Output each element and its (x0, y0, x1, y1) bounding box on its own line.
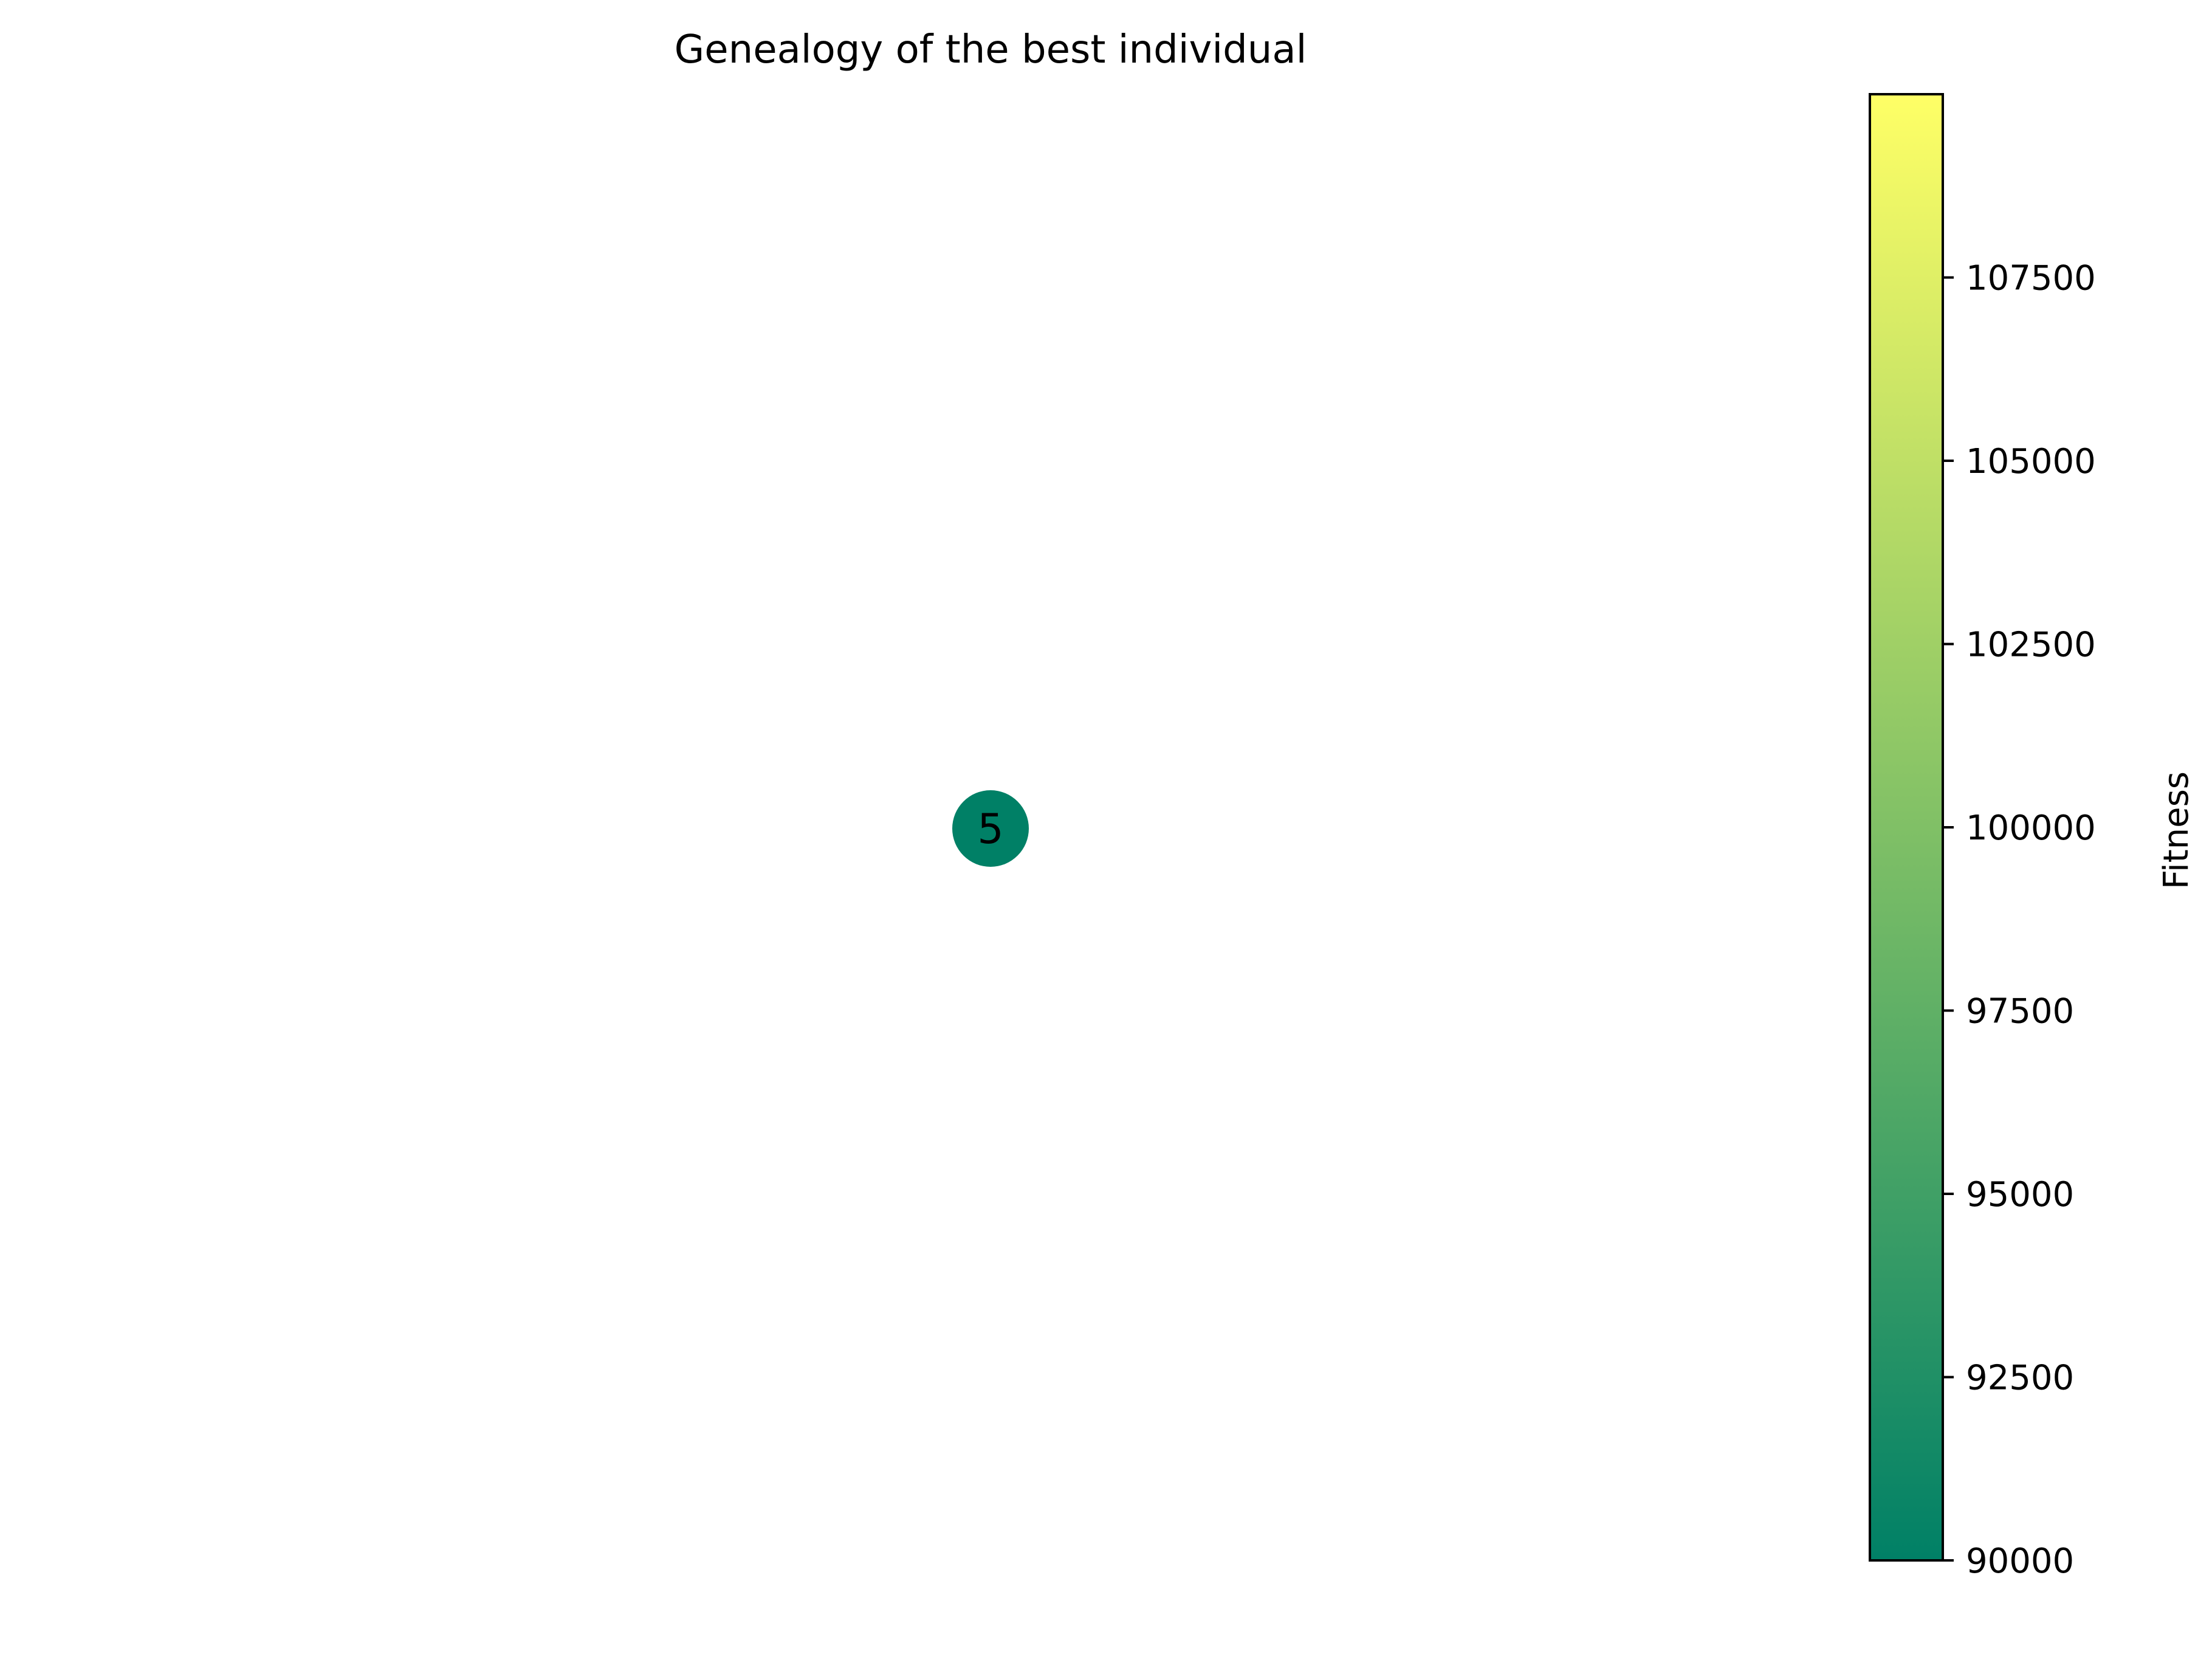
genealogy-node-marker (952, 790, 1029, 867)
colorbar-tick-label: 105000 (1966, 442, 2096, 481)
colorbar-tick-label: 90000 (1966, 1542, 2074, 1581)
colorbar-tick-label: 107500 (1966, 259, 2096, 298)
colorbar-tick-label: 95000 (1966, 1175, 2074, 1215)
colorbar-tick-label: 97500 (1966, 992, 2074, 1032)
colorbar-tick-label: 102500 (1966, 625, 2096, 665)
colorbar-tick-label: 92500 (1966, 1359, 2074, 1398)
chart-title: Genealogy of the best individual (675, 27, 1307, 72)
colorbar-tick-label: 100000 (1966, 808, 2096, 848)
plot-area: 5 (952, 790, 1029, 867)
colorbar-fill (1870, 94, 1943, 1560)
colorbar: 90000 92500 95000 97500 100000 102500 105000 10… (1869, 93, 2196, 1581)
colorbar-label: Fitness (2157, 771, 2196, 889)
genealogy-node: 5 (952, 790, 1029, 867)
genealogy-node-label: 5 (977, 805, 1003, 853)
colorbar-ticks: 90000 92500 95000 97500 100000 102500 105000 10… (1943, 259, 2096, 1581)
